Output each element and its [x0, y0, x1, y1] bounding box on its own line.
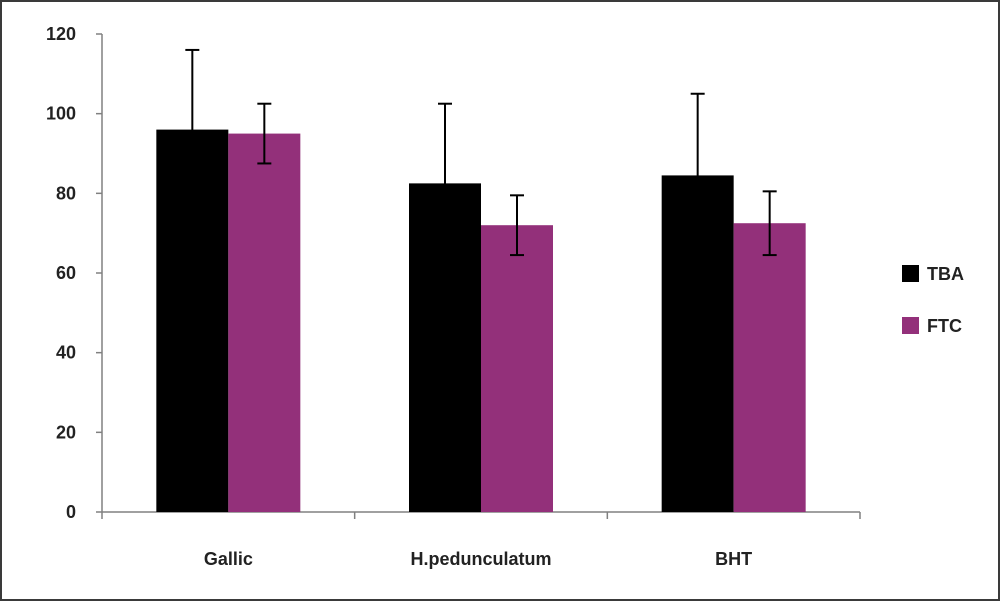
y-tick-label: 80: [56, 183, 76, 203]
legend-label-tba: TBA: [927, 264, 964, 284]
y-tick-label: 20: [56, 422, 76, 442]
x-category-label: H.pedunculatum: [410, 549, 551, 569]
bar-ftc: [228, 133, 301, 513]
y-tick-label: 100: [46, 104, 76, 124]
legend-swatch-ftc: [902, 317, 919, 334]
y-tick-label: 120: [46, 24, 76, 44]
bar-ftc: [481, 225, 553, 512]
bar-ftc: [733, 223, 806, 513]
y-tick-label: 60: [56, 263, 76, 283]
x-category-label: BHT: [715, 549, 752, 569]
legend-swatch-tba: [902, 265, 919, 282]
legend-label-ftc: FTC: [927, 316, 962, 336]
y-tick-label: 0: [66, 502, 76, 522]
y-tick-label: 40: [56, 343, 76, 363]
x-category-label: Gallic: [204, 549, 253, 569]
